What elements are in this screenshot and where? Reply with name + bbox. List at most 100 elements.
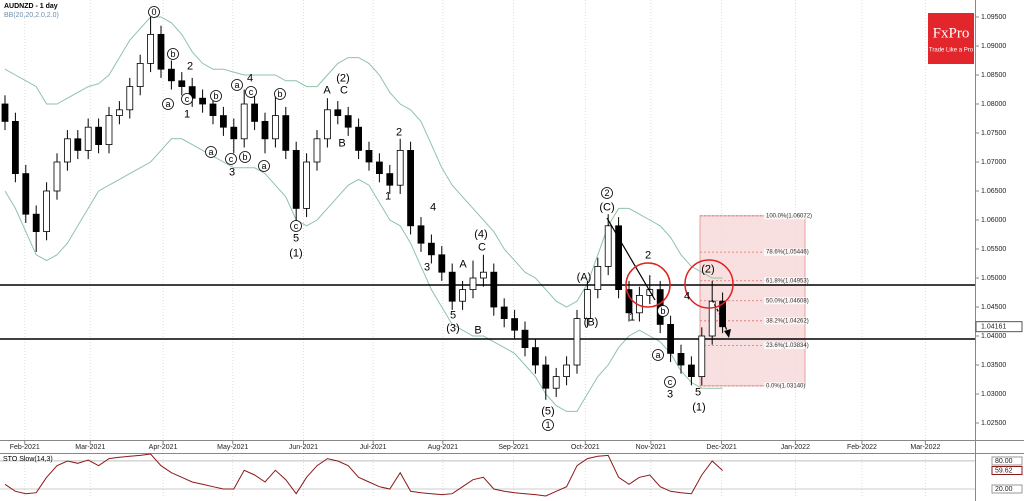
wave-label: b <box>277 89 282 99</box>
candle-body <box>708 300 716 337</box>
wave-label: b <box>660 306 665 316</box>
candle-body <box>334 109 342 116</box>
wave-label: b <box>170 49 175 59</box>
wave-circle <box>148 6 160 18</box>
candle-body <box>417 225 425 244</box>
wave-circle <box>210 90 222 102</box>
x-tick-label: Nov-2021 <box>636 444 666 451</box>
candle-body <box>219 115 227 128</box>
wave-label: a <box>208 147 213 157</box>
x-tick-label: Feb-2022 <box>847 444 877 451</box>
wave-circle <box>162 98 174 110</box>
fib-label-bg <box>764 212 805 220</box>
candle-body <box>386 173 394 186</box>
candle-body <box>407 149 414 227</box>
wave-label: 2 <box>396 126 402 138</box>
candle-body <box>209 103 217 116</box>
wave-label: B <box>474 324 481 336</box>
wave-label: c <box>249 87 254 97</box>
wave-label: 2 <box>187 60 193 72</box>
candle-body <box>271 115 279 140</box>
candle-body <box>105 115 113 145</box>
candle-body <box>698 335 706 378</box>
wave-label: (3) <box>446 322 459 334</box>
sto-panel: 20.00 80.00 59.62 <box>0 453 1023 497</box>
wave-circle <box>664 376 676 388</box>
highlight-circle <box>625 262 671 308</box>
x-tick-label: Mar-2022 <box>910 444 940 451</box>
sto-tick-box <box>991 484 1023 494</box>
wave-circle <box>652 349 664 361</box>
y-tick-label: 1.03000 <box>981 391 1006 398</box>
last-price-label: 1.04161 <box>981 324 1006 331</box>
fib-label-bg <box>764 277 805 285</box>
candle-body <box>303 161 310 209</box>
candle-body <box>126 86 134 111</box>
wave-label: B <box>338 137 345 149</box>
x-tick-label: May-2021 <box>217 444 248 451</box>
wave-circle <box>181 93 193 105</box>
wave-label: 5 <box>293 232 299 244</box>
wave-label: 5 <box>695 386 701 398</box>
bb-lower <box>4 138 723 412</box>
x-tick-label: Apr-2021 <box>149 444 178 451</box>
wave-label: (B) <box>584 316 599 328</box>
candle-body <box>84 126 92 151</box>
sto-last-label: 59.62 <box>995 467 1013 474</box>
wave-label: 3 <box>667 388 673 400</box>
candle-body <box>74 138 82 151</box>
candle-body <box>136 62 144 87</box>
bb-upper <box>4 16 723 308</box>
candle-body <box>469 277 477 291</box>
y-tick-label: 1.07000 <box>981 159 1006 166</box>
wave-label: a <box>261 161 266 171</box>
candle-body <box>240 103 248 140</box>
y-tick-label: 1.09000 <box>981 43 1006 50</box>
candle-body <box>687 364 695 378</box>
candle-body <box>511 318 518 331</box>
wave-label: a <box>655 350 660 360</box>
fib-label: 61.8%(1.04953) <box>766 278 809 284</box>
candle-body <box>199 97 206 105</box>
candle-body <box>396 149 404 186</box>
wave-circle <box>601 187 613 199</box>
wave-label: (2) <box>336 72 349 84</box>
sto-title: STO Slow(14,3) <box>3 456 53 463</box>
wave-circle <box>167 48 179 60</box>
x-tick-label: Mar-2021 <box>75 444 105 451</box>
sto-last-box <box>991 465 1023 475</box>
wave-label: 1 <box>184 108 190 120</box>
wave-label: (1) <box>692 401 705 413</box>
y-tick-label: 1.05500 <box>981 246 1006 253</box>
candle-body <box>251 103 258 122</box>
y-tick-label: 1.04000 <box>981 333 1006 340</box>
wave-label: 2 <box>604 188 609 198</box>
chart-title: AUDNZD - 1 day <box>4 3 58 10</box>
wave-circle <box>245 86 257 98</box>
candle-body <box>53 161 61 192</box>
candle-body <box>313 138 321 163</box>
candle-body <box>646 289 654 296</box>
wave-label: 0 <box>151 7 156 17</box>
y-tick-label: 1.06500 <box>981 188 1006 195</box>
wave-label: c <box>229 154 234 164</box>
logo-box <box>928 13 974 64</box>
fib-label: 0.0%(1.03140) <box>766 383 805 389</box>
x-tick-label: Jul-2021 <box>360 444 387 451</box>
wave-label: 1 <box>545 420 550 430</box>
wave-circle <box>657 305 669 317</box>
x-tick-label: Oct-2021 <box>571 444 600 451</box>
y-tick-label: 1.03500 <box>981 362 1006 369</box>
candle-body <box>500 306 508 320</box>
wave-circle <box>239 151 251 163</box>
y-tick-label: 1.07500 <box>981 130 1006 137</box>
candle-body <box>147 33 154 64</box>
candle-body <box>594 266 602 291</box>
candle-body <box>95 126 102 145</box>
wave-label: 4 <box>247 72 253 84</box>
wave-label: (5) <box>541 405 554 417</box>
grid: 1.02500 1.03000 1.03500 1.04000 1.04500 1.050… <box>10 0 1006 497</box>
candle-body <box>490 271 498 308</box>
